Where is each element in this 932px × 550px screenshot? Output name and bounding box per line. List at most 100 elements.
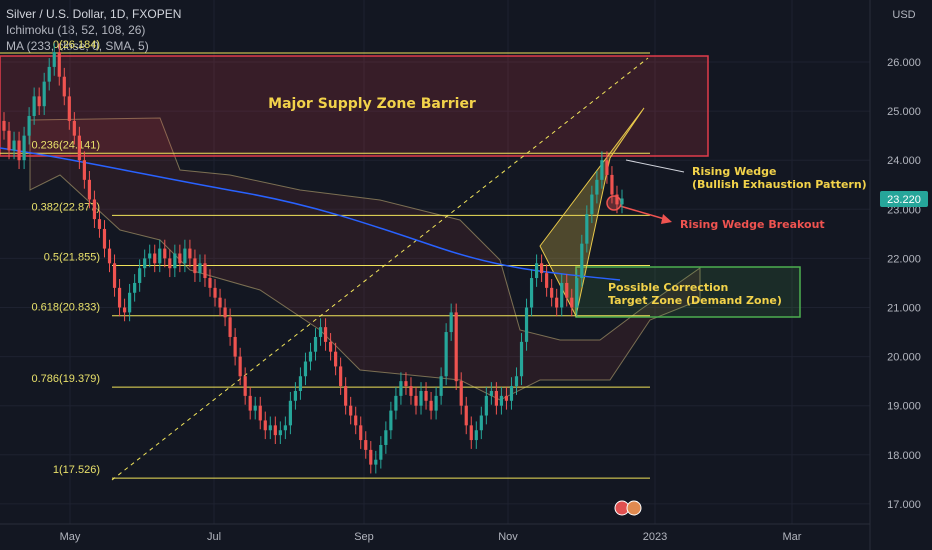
price-tick-label: 26.000 xyxy=(887,57,921,69)
candle-body xyxy=(233,336,237,357)
chart-legend: Silver / U.S. Dollar, 1D, FXOPEN Ichimok… xyxy=(6,6,181,54)
candle-body xyxy=(238,356,242,377)
time-tick-label: Sep xyxy=(354,531,374,543)
candle-body xyxy=(253,405,257,411)
wedge-subtitle: (Bullish Exhaustion Pattern) xyxy=(692,178,867,191)
candle-body xyxy=(529,278,534,308)
price-tick-label: 17.000 xyxy=(887,499,921,511)
candle-body xyxy=(203,263,207,279)
candle-body xyxy=(128,292,132,313)
candle-body xyxy=(148,253,152,259)
candle-body xyxy=(489,390,493,396)
candle-body xyxy=(379,444,383,460)
price-tick-label: 23.000 xyxy=(887,204,921,216)
candle-body xyxy=(605,160,609,175)
time-tick-label: 2023 xyxy=(643,531,667,543)
candle-body xyxy=(429,400,433,411)
price-tick-label: 25.000 xyxy=(887,106,921,118)
candle-body xyxy=(459,381,463,406)
candle-body xyxy=(565,282,569,298)
ma-line xyxy=(0,147,621,281)
price-tick-label: 18.000 xyxy=(887,450,921,462)
trend-diagonal xyxy=(111,57,649,481)
candle-body xyxy=(223,307,227,318)
candle-body xyxy=(369,449,373,465)
candle-body xyxy=(32,96,36,117)
candle-body xyxy=(107,248,112,264)
candle-body xyxy=(138,268,142,283)
candle-body xyxy=(615,194,619,205)
candle-body xyxy=(334,351,338,367)
candle-body xyxy=(168,258,172,269)
candle-body xyxy=(399,381,403,396)
candle-body xyxy=(133,282,137,293)
candle-body xyxy=(374,459,378,465)
candle-body xyxy=(454,312,458,382)
candle-body xyxy=(313,336,318,352)
fib-level-label: 0(26.184) xyxy=(53,39,100,51)
moving-average xyxy=(0,147,621,281)
price-tick-label: 19.000 xyxy=(887,401,921,413)
candle-body xyxy=(288,400,292,426)
candle-body xyxy=(273,425,277,436)
price-tick-label: 21.000 xyxy=(887,303,921,315)
candle-body xyxy=(158,248,162,264)
candle-body xyxy=(143,258,147,269)
time-tick-label: May xyxy=(60,531,81,543)
candle-body xyxy=(278,430,282,436)
candle-body xyxy=(419,390,423,406)
candle-body xyxy=(570,297,574,308)
time-tick-label: Jul xyxy=(207,531,221,543)
candle-body xyxy=(509,386,514,401)
candle-body xyxy=(409,386,413,396)
candle-body xyxy=(37,96,41,107)
candle-body xyxy=(47,66,51,82)
legend-ichimoku: Ichimoku (18, 52, 108, 26) xyxy=(6,23,146,37)
candle-body xyxy=(122,307,127,313)
candle-body xyxy=(339,366,343,387)
candle-body xyxy=(198,263,202,274)
candle-body xyxy=(183,248,187,264)
candles xyxy=(2,43,624,474)
candle-body xyxy=(404,381,408,387)
candle-body xyxy=(384,430,388,445)
candle-body xyxy=(57,52,61,77)
price-tick-label: 22.000 xyxy=(887,253,921,265)
candle-body xyxy=(77,135,81,161)
time-axis[interactable]: May Jul Sep Nov 2023 Mar xyxy=(60,531,802,543)
candle-body xyxy=(494,390,498,406)
candle-body xyxy=(213,287,217,298)
candle-body xyxy=(439,376,443,396)
demand-zone-box xyxy=(575,266,801,318)
candle-body xyxy=(344,386,348,406)
candle-body xyxy=(303,361,308,377)
breakout-label: Rising Wedge Breakout xyxy=(680,218,825,231)
event-icons[interactable] xyxy=(614,500,642,516)
candle-body xyxy=(318,327,323,337)
candle-body xyxy=(178,253,182,264)
time-tick-label: Mar xyxy=(783,531,802,543)
candle-body xyxy=(298,376,303,391)
candle-body xyxy=(117,287,122,308)
candle-body xyxy=(585,214,589,244)
candle-body xyxy=(17,140,21,161)
demand-zone: Possible Correction Target Zone (Demand … xyxy=(575,266,801,318)
candle-body xyxy=(464,405,468,426)
candle-body xyxy=(268,425,272,431)
candle-body xyxy=(534,263,539,279)
candle-body xyxy=(590,194,594,215)
candle-body xyxy=(469,425,473,441)
candle-body xyxy=(82,160,86,180)
candle-body xyxy=(293,390,298,401)
candle-body xyxy=(193,258,197,274)
candle-body xyxy=(22,135,26,161)
candle-body xyxy=(364,440,368,450)
breakout-arrow xyxy=(619,205,669,221)
candle-body xyxy=(67,96,71,121)
candle-body xyxy=(7,130,11,151)
candle-body xyxy=(52,52,56,67)
candle-body xyxy=(545,273,549,288)
candle-body xyxy=(87,179,92,200)
